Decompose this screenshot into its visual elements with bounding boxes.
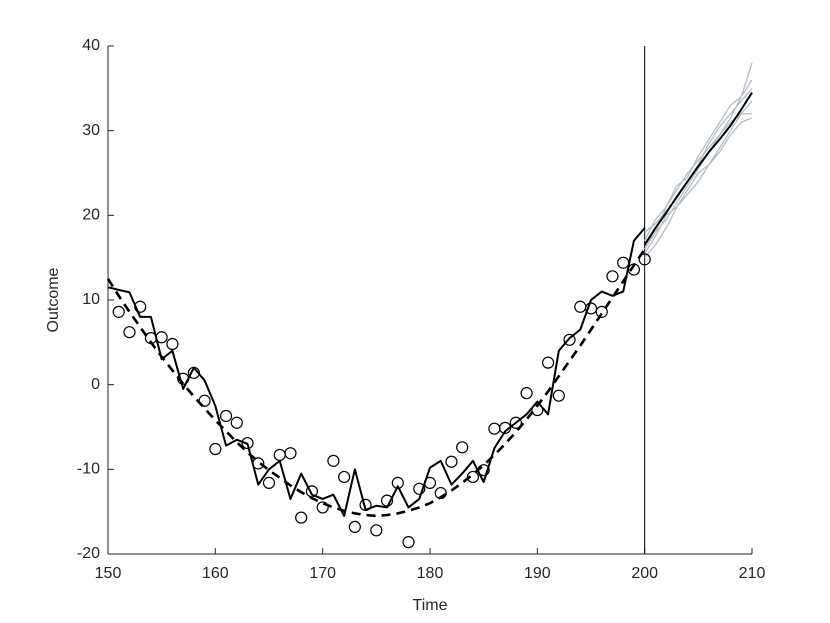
data-point	[617, 256, 630, 269]
data-point	[638, 253, 651, 266]
data-point	[595, 305, 608, 318]
data-point	[413, 482, 426, 495]
data-point	[284, 447, 297, 460]
y-tick-label: 30	[82, 122, 100, 139]
y-tick-label: 20	[82, 207, 100, 224]
series-line	[107, 227, 646, 517]
data-point	[295, 511, 308, 524]
data-point	[219, 409, 233, 423]
data-point	[123, 326, 136, 339]
data-point	[574, 300, 587, 313]
x-tick-label: 160	[202, 565, 229, 582]
data-point	[209, 442, 222, 456]
data-point	[316, 501, 329, 514]
data-point	[456, 441, 469, 454]
data-point	[584, 302, 598, 315]
data-point	[563, 333, 576, 346]
data-point	[348, 520, 361, 534]
y-tick-label: 0	[91, 376, 100, 393]
y-tick-label: 40	[82, 37, 100, 54]
data-point	[402, 536, 415, 549]
x-tick-label: 210	[739, 565, 766, 582]
data-point	[370, 524, 383, 537]
data-point	[230, 416, 243, 429]
x-tick-label: 200	[631, 565, 658, 582]
y-axis-label: Outcome	[45, 267, 62, 332]
x-tick-label: 180	[417, 565, 444, 582]
x-axis-label: Time	[413, 597, 448, 614]
data-point	[338, 470, 351, 484]
y-tick-label: -10	[77, 461, 100, 478]
data-point	[241, 436, 254, 450]
trend-line	[106, 248, 646, 518]
data-point	[509, 416, 522, 429]
data-point	[552, 389, 565, 402]
data-point	[166, 337, 179, 351]
data-point	[466, 470, 480, 484]
data-point	[606, 270, 619, 283]
data-point	[327, 454, 340, 467]
data-point	[541, 356, 555, 369]
data-point	[445, 455, 458, 468]
data-point	[273, 448, 286, 462]
data-point	[488, 422, 501, 435]
x-tick-label: 170	[309, 565, 336, 582]
x-tick-label: 150	[95, 565, 122, 582]
y-tick-label: 10	[82, 291, 100, 308]
data-point	[520, 387, 533, 400]
y-tick-label: -20	[77, 545, 100, 562]
data-point	[112, 305, 125, 318]
data-point	[262, 476, 276, 489]
x-tick-label: 190	[524, 565, 551, 582]
simulation-line	[644, 100, 753, 254]
simulation-line	[644, 87, 753, 233]
simulation-line	[644, 117, 753, 259]
series-line	[643, 92, 753, 246]
